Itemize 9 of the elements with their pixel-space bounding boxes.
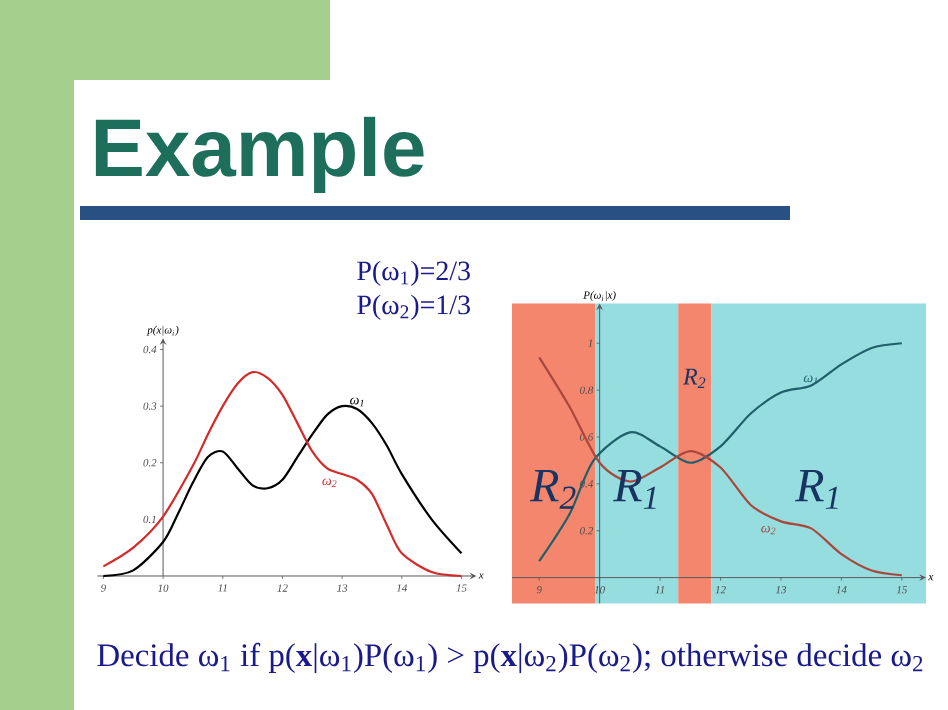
band-label: R$_{1}$ [795,470,838,509]
chart-title: Example [95,116,424,193]
text: P(ω$_{2}$)=1/3 [357,294,470,320]
line-series [102,404,463,578]
text: Decide ω$_{1}$ if p(x|ω$_{1}$)P(ω$_{1}$) > p(x|ω$_{2}$)P(ω$_{2}$); otherwise decide ω$_{2}$ [97,642,923,674]
line-series [102,371,463,578]
band-label: R$_{2}$ [682,368,706,389]
band-label: R$_{2}$ [530,470,576,509]
text: P(ω$_{1}$)=2/3 [357,260,470,286]
